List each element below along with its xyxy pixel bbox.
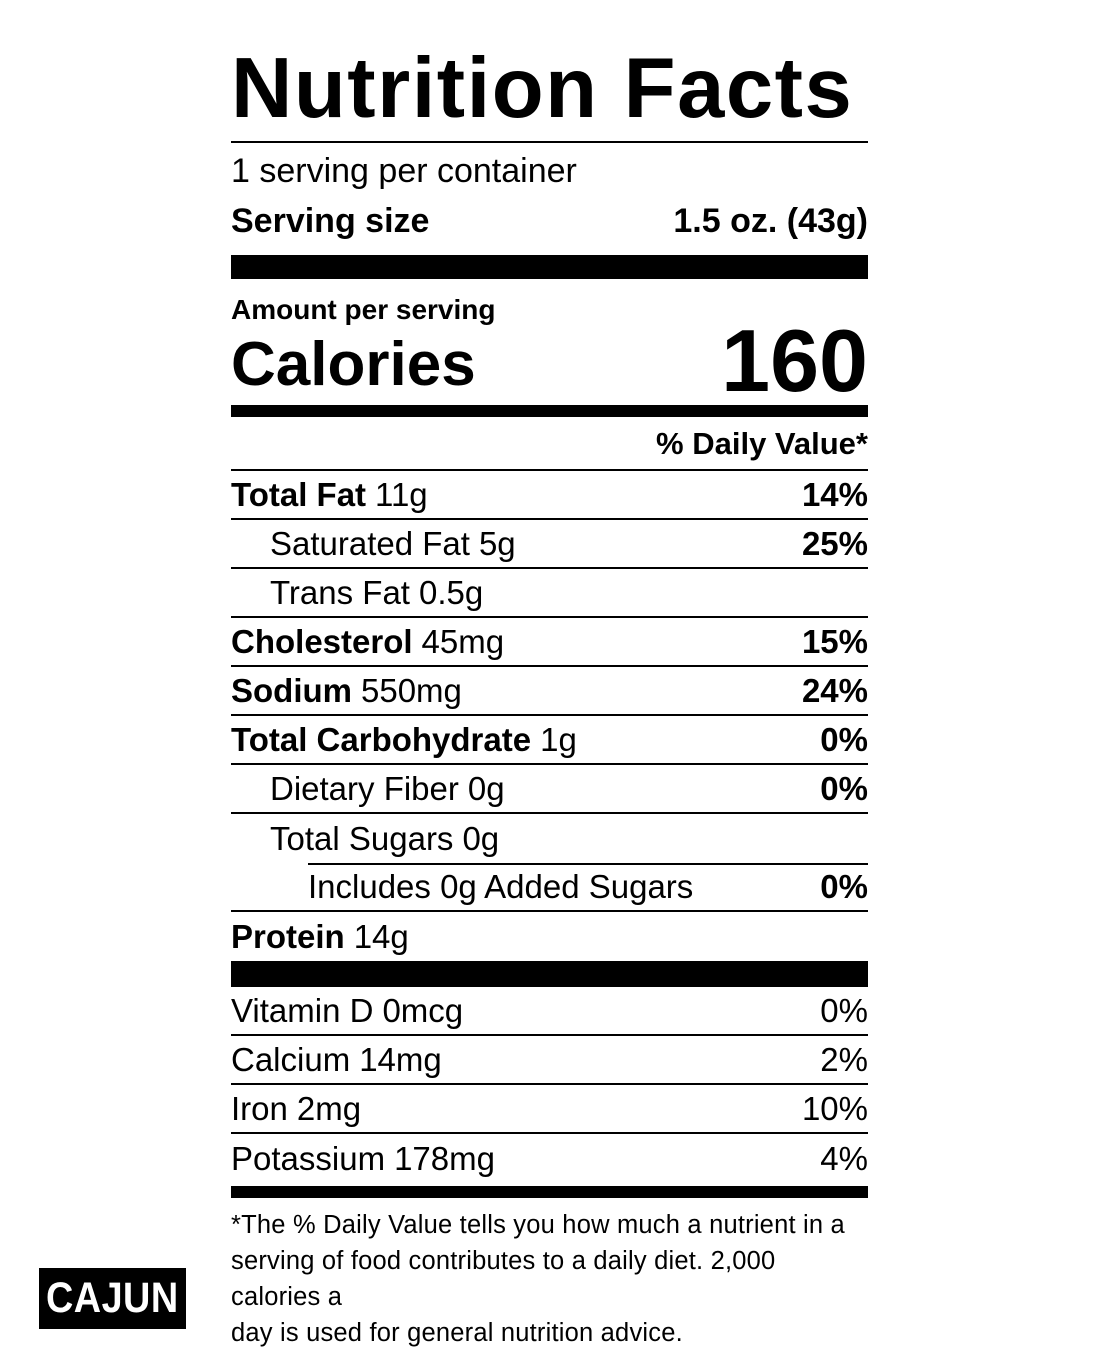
nutrient-amount: 1g	[540, 720, 577, 758]
vitamin-amount: 2mg	[296, 1089, 362, 1127]
vitamin-row-potassium: Potassium 178mg 4%	[231, 1134, 868, 1183]
nutrient-row-total-carbohydrate: Total Carbohydrate 1g 0%	[231, 716, 868, 766]
nutrient-row-protein: Protein 14g	[231, 912, 868, 961]
nutrient-dv: 15%	[801, 622, 868, 660]
serving-size-value: 1.5 oz. (43g)	[673, 201, 868, 240]
servings-per-container: 1 serving per container	[231, 152, 577, 190]
nutrient-name: Total Fat 11g	[231, 475, 428, 513]
nutrient-name: Total Sugars 0g	[270, 819, 500, 857]
nutrient-amount: 14g	[353, 917, 409, 955]
serving-size-label: Serving size	[231, 201, 430, 240]
cajun-badge: CAJUN	[39, 1268, 186, 1329]
calories-value: 160	[721, 310, 868, 410]
nutrient-name: Saturated Fat 5g	[270, 524, 516, 562]
footnote-line: *The % Daily Value tells you how much a …	[231, 1211, 845, 1240]
amount-per-serving-label: Amount per serving	[231, 293, 496, 325]
nutrient-row-saturated-fat: Saturated Fat 5g 25%	[231, 520, 868, 570]
nutrient-amount: 550mg	[361, 671, 462, 709]
divider-bar-medium	[231, 405, 868, 418]
label-title: Nutrition Facts	[231, 46, 868, 143]
vitamin-amount: 0mcg	[382, 991, 464, 1029]
daily-value-header: % Daily Value*	[231, 417, 868, 472]
nutrition-facts-label: Nutrition Facts 1 serving per container …	[231, 46, 868, 1351]
vitamin-amount: 178mg	[394, 1139, 495, 1177]
vitamin-row-iron: Iron 2mg 10%	[231, 1085, 868, 1135]
nutrient-dv: 25%	[801, 524, 868, 562]
nutrient-amount: 0g	[467, 769, 505, 807]
nutrient-dv: 24%	[801, 671, 868, 709]
vitamin-name: Iron 2mg	[231, 1089, 362, 1127]
divider-bar-thin	[231, 1186, 868, 1199]
vitamin-name: Calcium 14mg	[231, 1040, 442, 1078]
nutrient-dv: 0%	[820, 769, 868, 807]
vitamin-dv: 2%	[820, 1040, 868, 1078]
nutrient-name: Dietary Fiber 0g	[270, 769, 505, 807]
nutrient-name: Trans Fat 0.5g	[270, 573, 484, 611]
nutrient-row-total-sugars: Total Sugars 0g	[231, 814, 868, 863]
nutrient-row-added-sugars: Includes 0g Added Sugars 0%	[231, 863, 868, 913]
nutrient-name: Protein 14g	[231, 917, 409, 955]
vitamin-row-vitamin-d: Vitamin D 0mcg 0%	[231, 987, 868, 1037]
nutrient-amount: 45mg	[421, 622, 505, 660]
divider-bar-thick	[231, 961, 868, 988]
cajun-badge-text: CAJUN	[46, 1274, 179, 1322]
vitamin-dv: 0%	[820, 991, 868, 1029]
nutrient-row-total-fat: Total Fat 11g 14%	[231, 471, 868, 521]
vitamin-name: Vitamin D 0mcg	[231, 991, 464, 1029]
nutrient-amount: 11g	[375, 475, 428, 513]
vitamin-dv: 10%	[801, 1089, 868, 1127]
vitamin-row-calcium: Calcium 14mg 2%	[231, 1036, 868, 1086]
nutrient-amount: 0g	[462, 819, 500, 857]
vitamin-amount: 14mg	[359, 1040, 442, 1078]
vitamin-name: Potassium 178mg	[231, 1139, 495, 1177]
serving-size-row: Serving size 1.5 oz. (43g)	[231, 192, 868, 242]
vitamin-dv: 4%	[820, 1139, 868, 1177]
nutrient-name: Includes 0g Added Sugars	[308, 867, 694, 905]
nutrient-name: Cholesterol 45mg	[231, 622, 505, 660]
calories-label: Calories	[231, 330, 476, 400]
nutrient-amount: 5g	[478, 524, 516, 562]
footnote: *The % Daily Value tells you how much a …	[231, 1198, 868, 1351]
footnote-line: serving of food contributes to a daily d…	[231, 1247, 776, 1312]
nutrient-name: Sodium 550mg	[231, 671, 462, 709]
nutrient-dv: 14%	[801, 475, 868, 513]
nutrient-row-sodium: Sodium 550mg 24%	[231, 667, 868, 717]
nutrient-name: Total Carbohydrate 1g	[231, 720, 577, 758]
nutrient-row-cholesterol: Cholesterol 45mg 15%	[231, 618, 868, 668]
nutrient-dv: 0%	[820, 720, 868, 758]
nutrient-row-trans-fat: Trans Fat 0.5g	[231, 569, 868, 619]
calories-row: Calories 160	[231, 310, 868, 410]
nutrient-row-dietary-fiber: Dietary Fiber 0g 0%	[231, 765, 868, 815]
nutrient-dv: 0%	[820, 867, 868, 905]
divider-bar-thick	[231, 254, 868, 279]
footnote-line: day is used for general nutrition advice…	[231, 1319, 683, 1348]
nutrient-amount: 0.5g	[418, 573, 484, 611]
